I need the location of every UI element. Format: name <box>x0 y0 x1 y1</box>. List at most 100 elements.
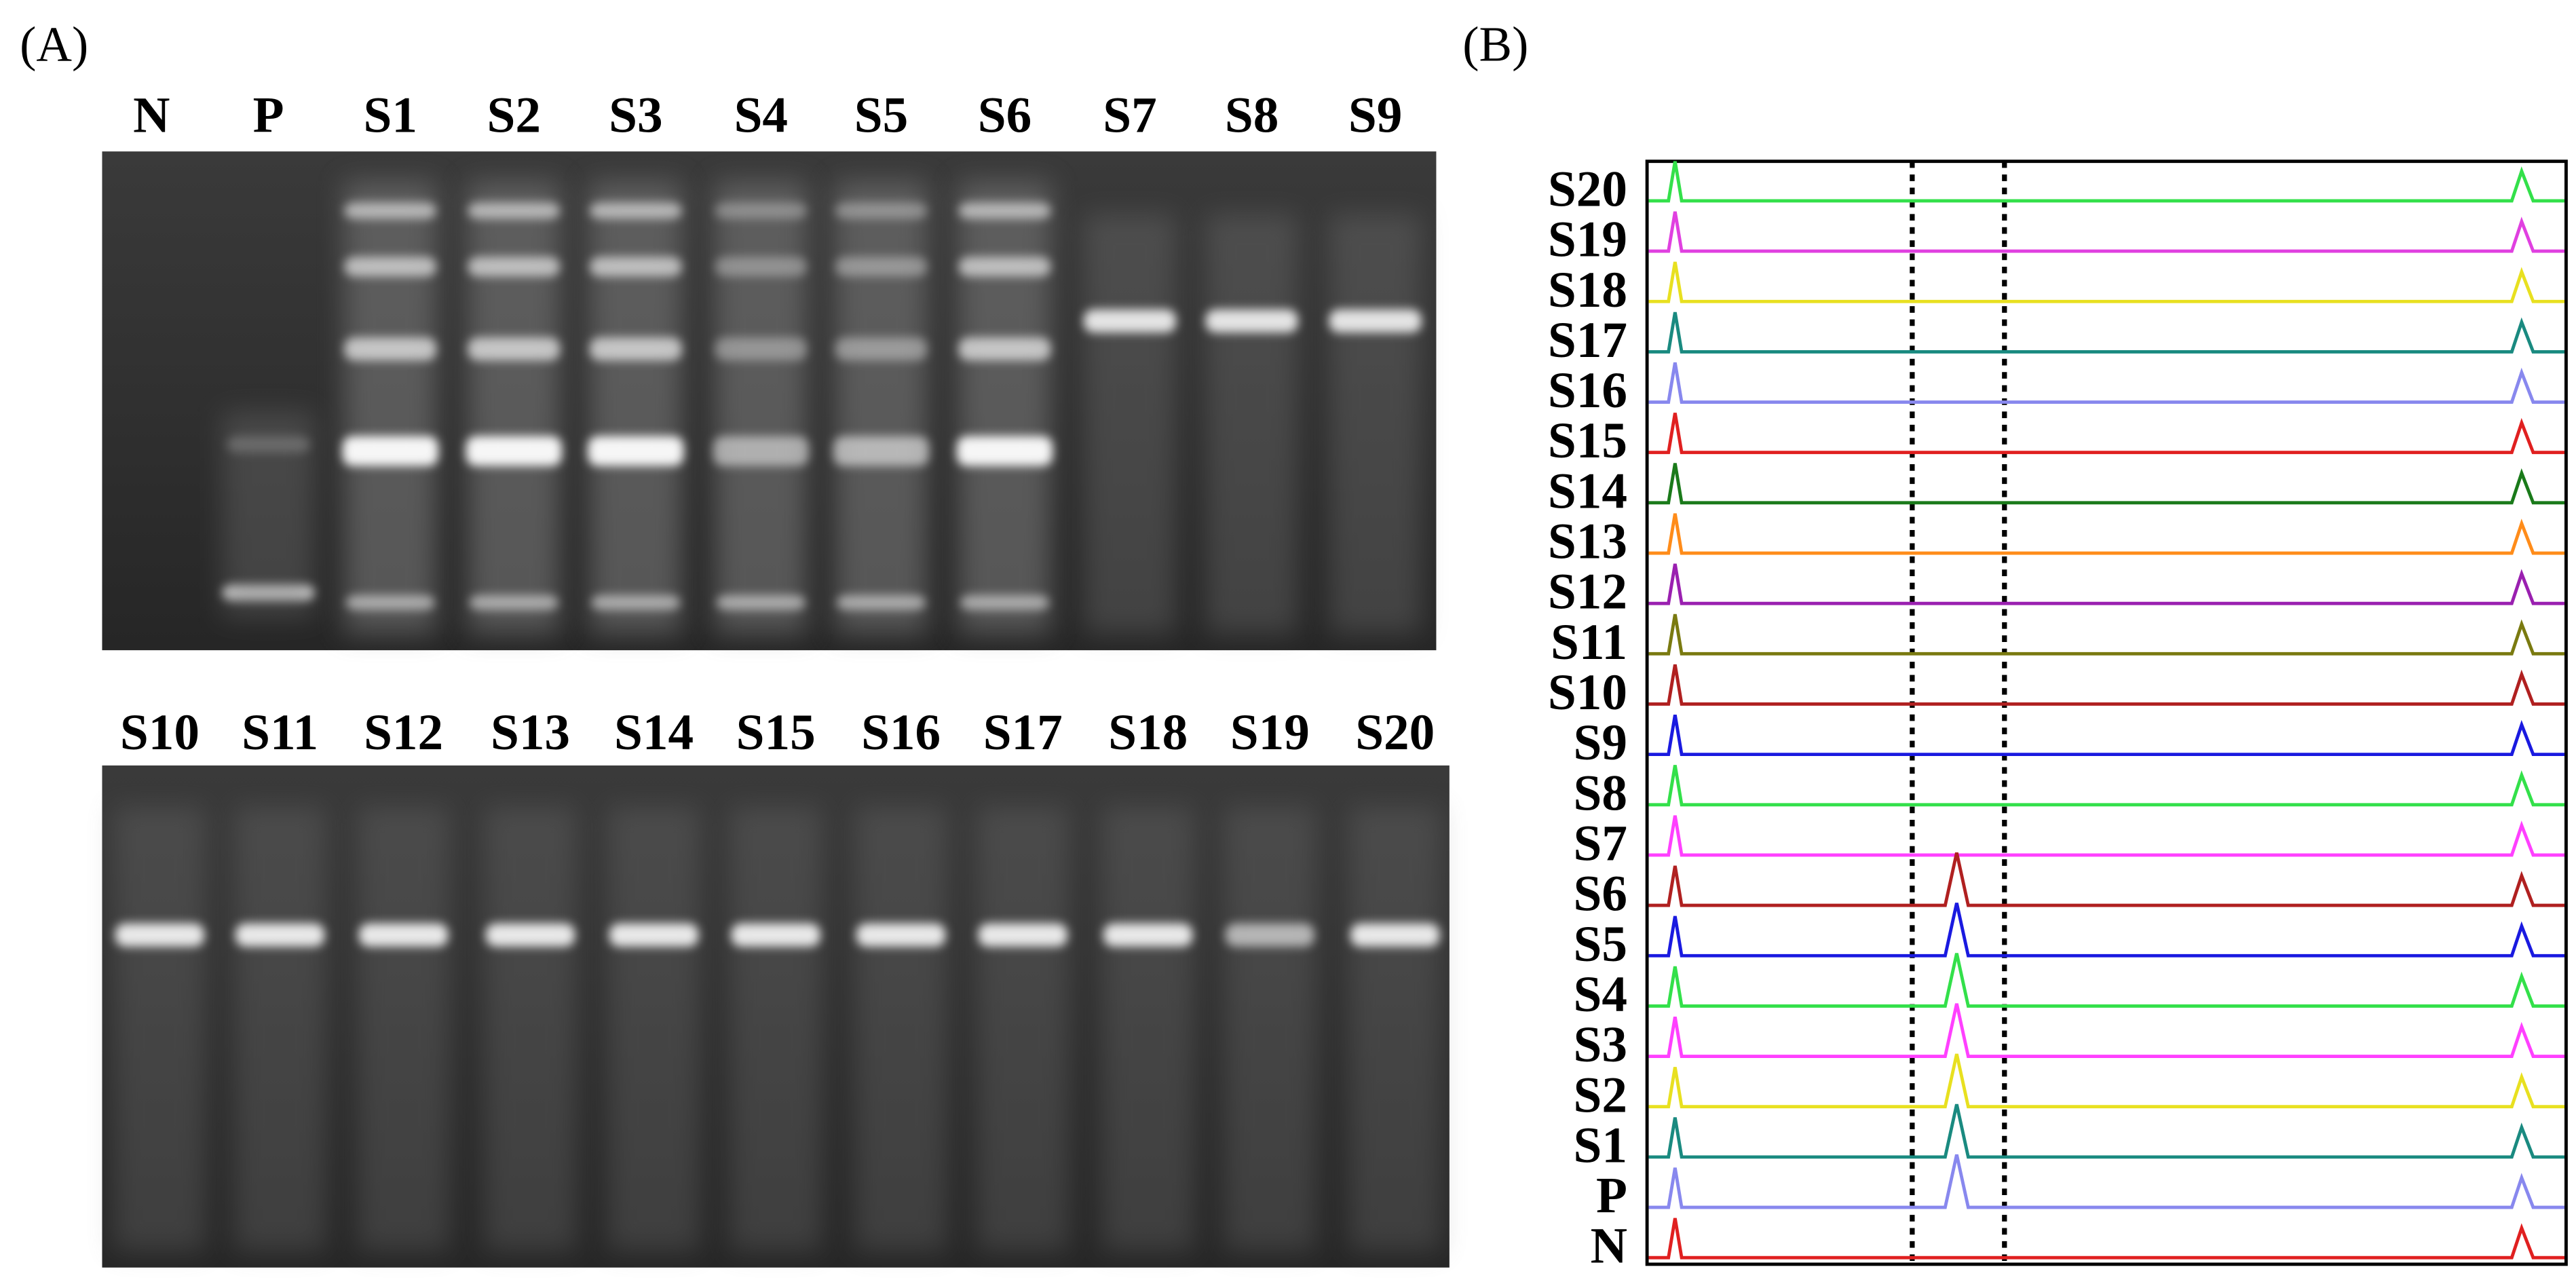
lane-label: S19 <box>1230 704 1310 761</box>
gel-smear <box>113 806 206 1251</box>
gel-band <box>468 257 561 277</box>
gel-smear <box>589 181 682 634</box>
trace-line <box>1648 563 2565 605</box>
trace-line <box>1648 211 2565 253</box>
trace-label: S1 <box>1574 1117 1627 1173</box>
gel-band <box>833 436 929 466</box>
trace-line <box>1648 953 2565 1008</box>
gel-band <box>835 337 928 361</box>
gel-band <box>1350 923 1440 947</box>
trace-label: S10 <box>1548 664 1627 721</box>
gel-band <box>344 202 437 219</box>
gel-band <box>958 257 1051 277</box>
gel-smear <box>730 806 822 1251</box>
gel-band <box>345 594 435 610</box>
trace-label: S12 <box>1548 564 1627 620</box>
gel-band <box>978 923 1067 947</box>
trace-label: S19 <box>1548 212 1627 268</box>
trace-line <box>1648 815 2565 857</box>
gel-band <box>115 923 204 947</box>
gel-band <box>344 337 437 361</box>
trace-line <box>1648 903 2565 958</box>
trace-label: S13 <box>1548 514 1627 570</box>
trace-line <box>1648 261 2565 303</box>
lane-label: S4 <box>734 87 788 143</box>
gel-smear <box>1101 806 1194 1251</box>
trace-label: S17 <box>1548 312 1627 369</box>
trace-label: S3 <box>1574 1017 1627 1073</box>
lane-label: S16 <box>861 704 941 761</box>
gel-band <box>957 436 1053 466</box>
lane-label: S3 <box>609 87 662 143</box>
trace-line <box>1648 413 2565 455</box>
gel-band <box>342 436 438 466</box>
lane-label: S5 <box>854 87 908 143</box>
panel-label: (B) <box>1462 16 1528 71</box>
lane-label: S9 <box>1348 87 1402 143</box>
lane-label: S8 <box>1225 87 1278 143</box>
trace-line <box>1648 1053 2565 1109</box>
gel-band <box>609 923 699 947</box>
trace-line <box>1648 1003 2565 1058</box>
gel-band <box>589 257 682 277</box>
lane-label: S11 <box>242 704 318 761</box>
gel-band <box>1103 923 1193 947</box>
gel-smear <box>607 806 700 1251</box>
trace-label: S11 <box>1551 614 1627 671</box>
gel-smear <box>1084 214 1176 634</box>
gel-band <box>1225 923 1314 947</box>
trace-line <box>1648 765 2565 807</box>
trace-label: S20 <box>1548 162 1627 218</box>
gel-smear <box>1329 214 1422 634</box>
gel-band <box>589 202 682 219</box>
gel-band <box>591 594 681 610</box>
lane-label: S14 <box>614 704 694 761</box>
trace-line <box>1648 1217 2565 1260</box>
gel-band <box>469 594 558 610</box>
gel-band <box>1084 309 1176 333</box>
lane-label: S12 <box>364 704 443 761</box>
lane-label: S6 <box>978 87 1031 143</box>
trace-label: S15 <box>1548 413 1627 469</box>
trace-label: S7 <box>1574 816 1627 872</box>
lane-label: S1 <box>363 87 417 143</box>
gel-band <box>835 202 928 219</box>
gel-band <box>485 923 575 947</box>
trace-label: S16 <box>1548 362 1627 419</box>
gel-band <box>468 202 561 219</box>
gel-smear <box>715 181 808 634</box>
plot-frame <box>1645 159 2568 1266</box>
gel-smear <box>222 411 315 618</box>
gel-band <box>731 923 820 947</box>
trace-label: S2 <box>1574 1067 1627 1123</box>
trace-line <box>1648 161 2565 203</box>
gel-smear <box>1205 214 1298 634</box>
gel-band <box>958 202 1051 219</box>
gel-smear <box>958 181 1051 634</box>
gel-smear <box>233 806 326 1251</box>
gel-band <box>713 436 809 466</box>
trace-line <box>1648 1103 2565 1159</box>
trace-line <box>1648 1154 2565 1209</box>
lane-label: S10 <box>120 704 200 761</box>
gel-band <box>466 436 562 466</box>
gel-band <box>715 337 808 361</box>
gel-smear <box>854 806 947 1251</box>
trace-line <box>1648 664 2565 706</box>
gel-band <box>1205 309 1298 333</box>
gel-band <box>716 594 806 610</box>
gel-band <box>588 436 684 466</box>
trace-label: P <box>1596 1168 1627 1224</box>
gel-band <box>359 923 449 947</box>
trace-line <box>1648 463 2565 505</box>
gel-band <box>958 337 1051 361</box>
gel-band <box>235 923 325 947</box>
lane-label: S7 <box>1103 87 1156 143</box>
gel-band <box>589 337 682 361</box>
trace-label: S5 <box>1574 916 1627 973</box>
gel-band <box>836 594 926 610</box>
trace-label: S6 <box>1574 866 1627 922</box>
trace-label: S8 <box>1574 765 1627 821</box>
